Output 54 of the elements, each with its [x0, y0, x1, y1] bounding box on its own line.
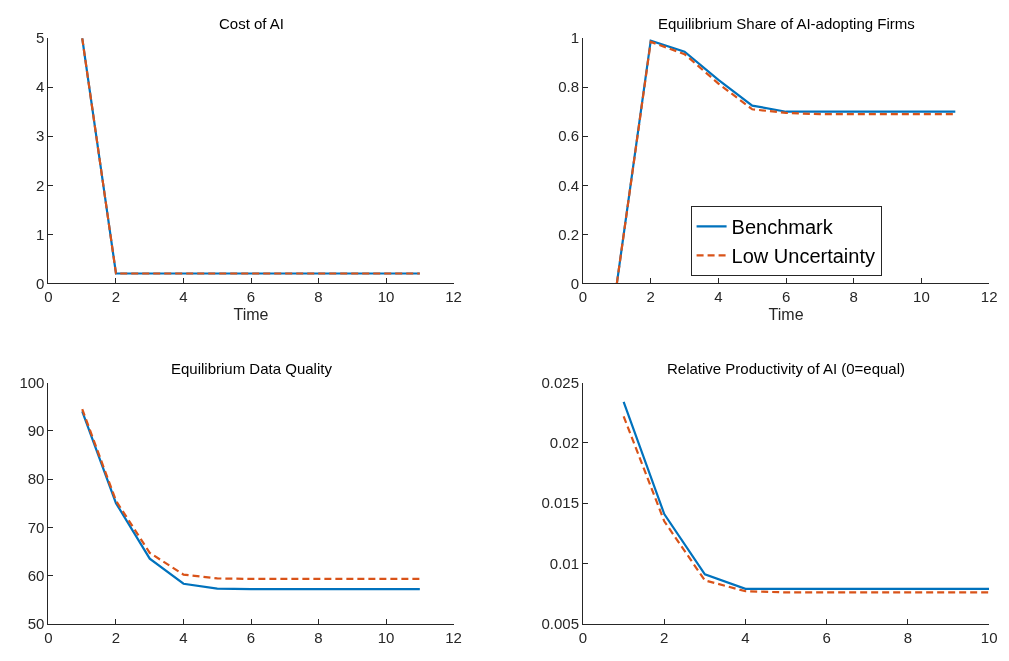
legend-label: Low Uncertainty: [731, 245, 875, 268]
x-tick-label: 12: [445, 628, 462, 646]
y-tick-label: 100: [19, 373, 45, 391]
y-tick-label: 0.02: [549, 434, 580, 452]
x-tick-label: 4: [741, 628, 750, 646]
x-tick-label: 8: [849, 288, 858, 306]
y-tick-label: 0.4: [558, 176, 580, 194]
y-tick-label: 0.005: [541, 615, 580, 633]
y-tick-label: 0.025: [541, 373, 580, 391]
x-tick-label: 8: [903, 628, 913, 646]
y-tick-label: 0: [36, 274, 45, 292]
y-tick-label: 70: [27, 518, 45, 536]
x-tick-label: 10: [377, 288, 395, 306]
y-tick-label: 0.8: [558, 78, 580, 96]
y-tick-label: 0.015: [541, 494, 580, 512]
x-tick-label: 2: [660, 628, 669, 646]
chart-title: Equilibrium Data Quality: [171, 360, 333, 377]
chart-title: Equilibrium Share of AI-adopting Firms: [658, 15, 915, 32]
y-tick-label: 5: [36, 29, 45, 47]
x-tick-label: 10: [377, 628, 395, 646]
x-axis-title: Time: [233, 306, 269, 324]
x-tick-label: 12: [980, 288, 998, 306]
x-tick-label: 2: [111, 288, 121, 306]
x-tick-label: 10: [980, 628, 998, 646]
y-tick-label: 60: [27, 566, 45, 584]
x-axis-title: Time: [768, 306, 804, 324]
x-tick-label: 6: [246, 288, 256, 306]
legend-label: Benchmark: [731, 216, 834, 239]
y-tick-label: 0.01: [549, 554, 580, 572]
x-tick-label: 8: [314, 288, 323, 306]
x-tick-label: 6: [822, 628, 831, 646]
x-tick-label: 12: [445, 288, 462, 306]
y-tick-label: 0.6: [558, 127, 580, 145]
y-tick-label: 3: [36, 127, 45, 145]
y-tick-label: 1: [570, 29, 580, 47]
x-tick-label: 4: [179, 628, 188, 646]
x-tick-label: 6: [246, 628, 256, 646]
chart-title: Cost of AI: [219, 15, 285, 32]
y-tick-label: 90: [27, 422, 45, 440]
x-tick-label: 10: [913, 288, 930, 306]
x-tick-label: 4: [179, 288, 188, 306]
chart-title: Relative Productivity of AI (0=equal): [667, 360, 906, 377]
y-tick-label: 50: [27, 615, 45, 633]
y-tick-label: 0: [570, 274, 580, 292]
y-tick-label: 4: [36, 78, 45, 96]
y-tick-label: 1: [36, 225, 45, 243]
x-tick-label: 2: [646, 288, 655, 306]
x-tick-label: 2: [111, 628, 121, 646]
x-tick-label: 4: [714, 288, 723, 306]
x-tick-label: 6: [781, 288, 791, 306]
x-tick-label: 8: [314, 628, 323, 646]
y-tick-label: 2: [36, 176, 45, 194]
y-tick-label: 80: [27, 470, 45, 488]
y-tick-label: 0.2: [558, 225, 580, 243]
